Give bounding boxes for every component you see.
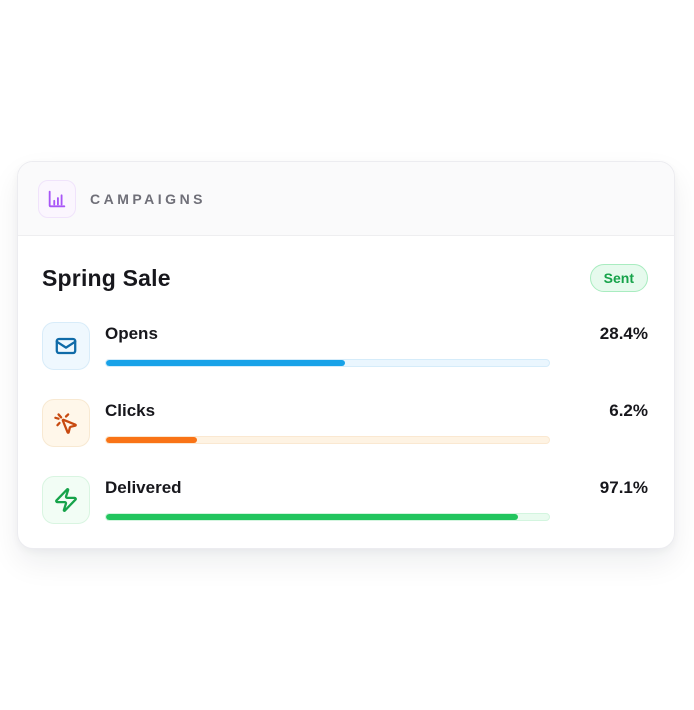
bar-chart-icon [38, 179, 76, 218]
metric-label: Delivered [105, 478, 182, 498]
mouse-pointer-click-icon [42, 399, 90, 448]
metric-value: 97.1% [599, 478, 648, 498]
metric-row-delivered: Delivered 97.1% [42, 476, 648, 525]
metric-content: Clicks 6.2% [105, 399, 648, 447]
mail-icon [42, 322, 90, 371]
progress-track [105, 359, 550, 368]
metric-value: 28.4% [599, 324, 648, 344]
card-header-label: CAMPAIGNS [90, 190, 207, 207]
zap-icon [42, 476, 90, 525]
metric-value: 6.2% [609, 401, 648, 421]
campaign-card[interactable]: CAMPAIGNS Spring Sale Sent Opens 28.4% [17, 161, 675, 549]
progress-track [105, 513, 550, 522]
progress-fill [106, 360, 346, 367]
metric-top: Clicks 6.2% [105, 401, 648, 421]
progress-fill [106, 437, 197, 444]
progress-track [105, 436, 550, 445]
metric-row-opens: Opens 28.4% [42, 322, 648, 371]
card-body: Spring Sale Sent Opens 28.4% [18, 236, 674, 525]
metric-top: Opens 28.4% [105, 324, 648, 344]
metric-row-clicks: Clicks 6.2% [42, 399, 648, 448]
metric-content: Delivered 97.1% [105, 476, 648, 524]
metric-label: Clicks [105, 401, 156, 421]
metric-label: Opens [105, 324, 158, 344]
campaign-title-row: Spring Sale Sent [42, 264, 648, 293]
card-header: CAMPAIGNS [18, 162, 674, 236]
status-badge: Sent [589, 264, 648, 293]
metric-content: Opens 28.4% [105, 322, 648, 370]
campaign-title: Spring Sale [42, 264, 171, 291]
metric-top: Delivered 97.1% [105, 478, 648, 498]
progress-fill [106, 514, 518, 521]
